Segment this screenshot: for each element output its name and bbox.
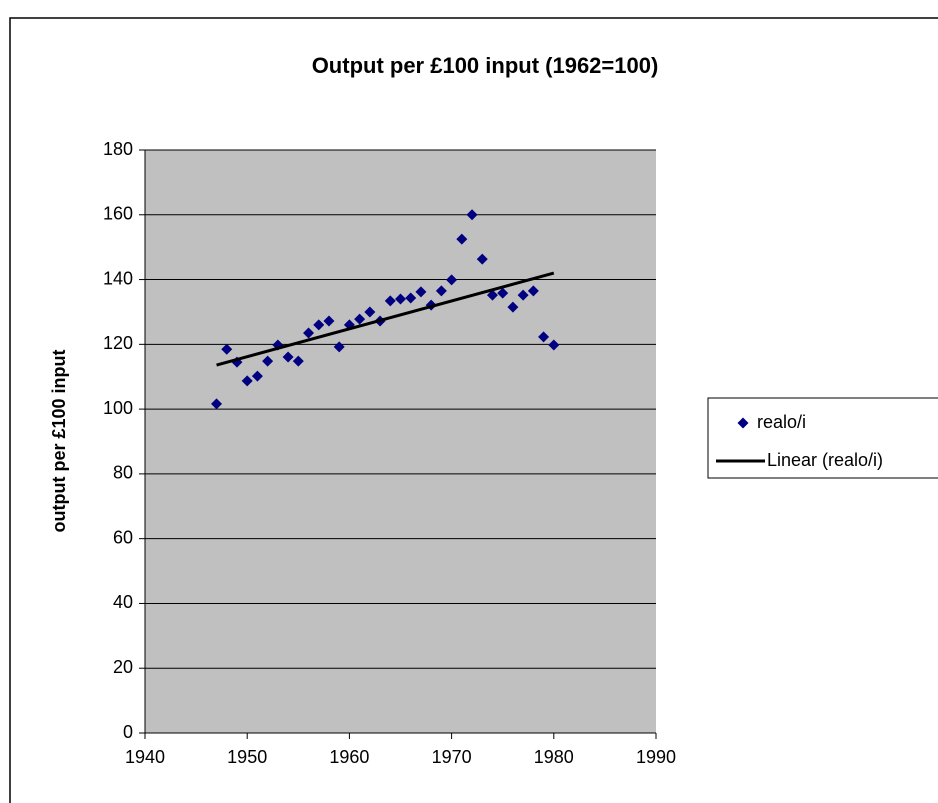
point	[415, 286, 427, 298]
point	[446, 274, 458, 286]
y-tick-label: 100	[103, 398, 133, 418]
point	[517, 289, 529, 301]
plot-area	[145, 150, 656, 733]
legend-label: realo/i	[757, 412, 806, 432]
y-tick-label: 180	[103, 139, 133, 159]
trend-line	[216, 271, 555, 367]
point	[548, 339, 560, 351]
point	[456, 233, 468, 245]
x-tick-label: 1970	[432, 747, 472, 767]
legend-marker	[737, 417, 749, 429]
y-tick-label: 120	[103, 333, 133, 353]
x-tick-label: 1960	[329, 747, 369, 767]
y-axis-label: output per £100 input	[49, 349, 69, 532]
point	[313, 319, 325, 331]
point	[282, 351, 294, 363]
y-tick-label: 80	[113, 463, 133, 483]
point	[486, 289, 498, 301]
point	[384, 295, 396, 307]
y-tick-label: 160	[103, 204, 133, 224]
point	[323, 315, 335, 327]
point	[527, 285, 539, 297]
point	[395, 293, 406, 305]
point	[292, 355, 304, 367]
y-tick-label: 0	[123, 722, 133, 742]
point	[405, 292, 417, 304]
x-tick-label: 1990	[636, 747, 676, 767]
point	[251, 370, 263, 382]
point	[262, 355, 274, 367]
x-tick-label: 1940	[125, 747, 165, 767]
point	[435, 285, 447, 297]
y-tick-label: 60	[113, 527, 133, 547]
point	[476, 253, 488, 265]
x-tick-label: 1950	[227, 747, 267, 767]
point	[507, 301, 519, 313]
y-tick-label: 140	[103, 268, 133, 288]
y-tick-label: 40	[113, 592, 133, 612]
y-tick-label: 20	[113, 657, 133, 677]
point	[497, 287, 509, 299]
point	[221, 343, 233, 355]
point	[354, 313, 366, 325]
point	[211, 398, 223, 410]
point	[538, 331, 550, 343]
chart-title: Output per £100 input (1962=100)	[312, 53, 659, 78]
point	[364, 306, 376, 318]
point	[303, 327, 315, 339]
x-tick-label: 1980	[534, 747, 574, 767]
legend-box	[707, 397, 938, 479]
point	[466, 209, 478, 221]
legend-label: Linear (realo/i)	[767, 450, 883, 470]
point	[333, 341, 345, 353]
point	[241, 375, 253, 387]
